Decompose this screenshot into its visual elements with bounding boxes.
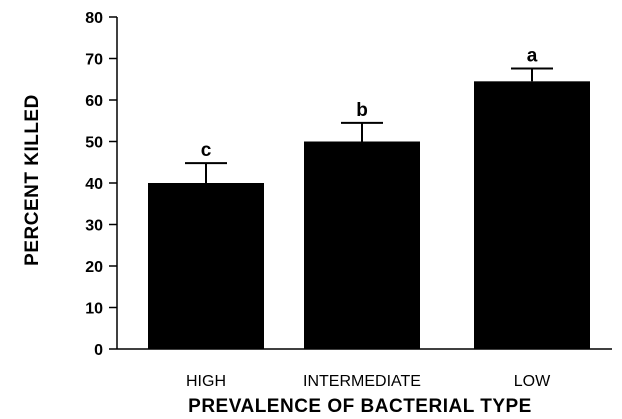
x-category-label: HIGH [186,373,226,390]
x-category-label: INTERMEDIATE [303,373,421,390]
error-bars [185,67,553,183]
significance-letter: c [201,140,212,161]
y-tick-label: 30 [85,218,103,235]
significance-letters: c b a [201,45,538,161]
y-tick-label: 40 [85,176,103,193]
x-category-label: LOW [514,373,551,390]
y-tick-label: 0 [94,342,103,359]
y-tick-label: 80 [85,10,103,27]
x-axis-title: PREVALENCE OF BACTERIAL TYPE [188,396,532,417]
y-tick-label: 70 [85,52,103,69]
bars [148,81,590,349]
y-tick-label: 50 [85,135,103,152]
bar-low [474,81,590,349]
y-axis-title: PERCENT KILLED [22,94,43,266]
bar-intermediate [304,141,420,349]
significance-letter: a [527,45,538,66]
bar-high [148,183,264,349]
y-tick-label: 60 [85,93,103,110]
y-tick-label: 20 [85,259,103,276]
y-tick-label: 10 [85,301,103,318]
x-axis-categories: HIGH INTERMEDIATE LOW [186,373,551,390]
significance-letter: b [356,100,368,121]
y-axis-ticks: 0 10 20 30 40 50 60 70 80 [85,10,117,359]
